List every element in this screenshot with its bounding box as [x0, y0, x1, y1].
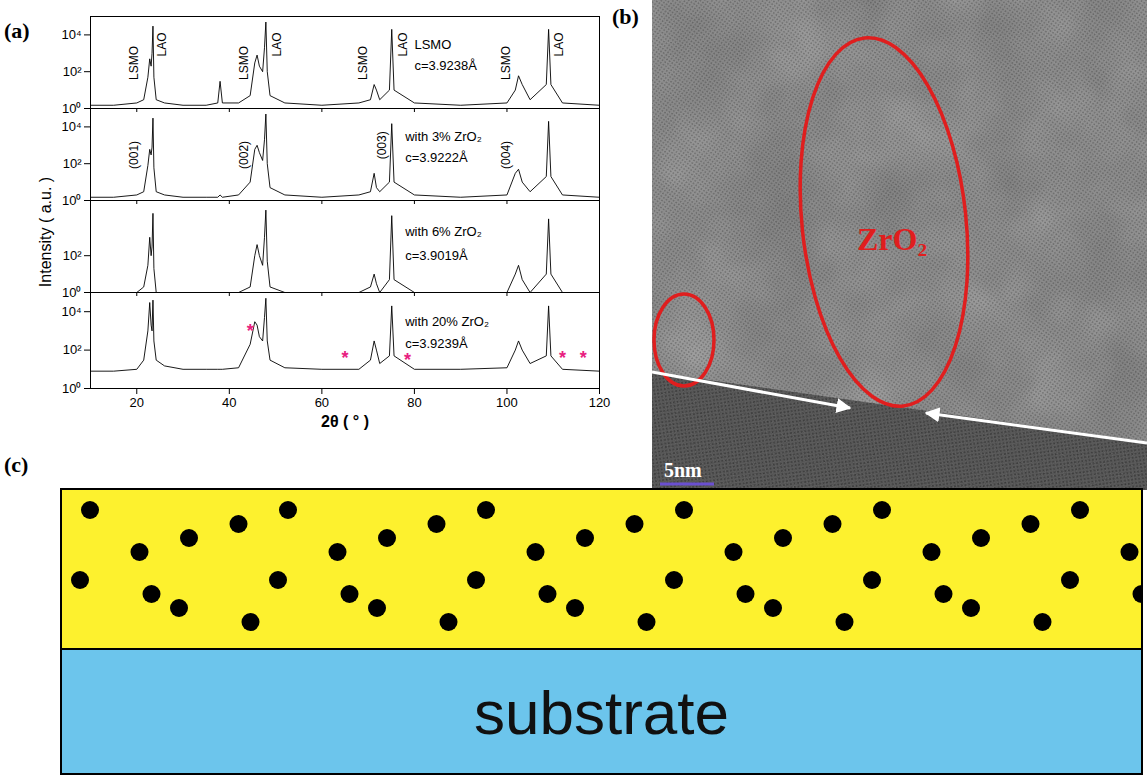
- svg-text:10²: 10²: [63, 248, 82, 263]
- svg-text:LSMO: LSMO: [499, 46, 513, 80]
- svg-text:LSMO: LSMO: [414, 37, 451, 52]
- svg-text:10²: 10²: [63, 156, 82, 171]
- svg-text:2θ ( ° ): 2θ ( ° ): [321, 413, 369, 430]
- svg-text:*: *: [247, 321, 254, 341]
- html-text:Intensity ( a.u. ): Intensity ( a.u. ): [37, 176, 54, 288]
- svg-text:10⁰: 10⁰: [62, 101, 81, 116]
- html-text:(a): (a): [4, 18, 30, 43]
- svg-text:20: 20: [130, 395, 144, 410]
- svg-text:10⁰: 10⁰: [62, 381, 81, 396]
- svg-text:ZrO₂: ZrO₂: [857, 221, 927, 257]
- svg-text:(004): (004): [499, 141, 513, 169]
- svg-text:*: *: [404, 350, 411, 370]
- html-text:(b): (b): [612, 4, 639, 29]
- svg-text:LAO: LAO: [552, 33, 566, 57]
- svg-text:*: *: [580, 348, 587, 368]
- svg-text:10⁴: 10⁴: [61, 304, 81, 319]
- svg-text:80: 80: [407, 395, 421, 410]
- svg-text:c=3.9238Å: c=3.9238Å: [414, 58, 477, 73]
- svg-text:60: 60: [315, 395, 329, 410]
- svg-text:(002): (002): [237, 141, 251, 169]
- svg-text:10⁰: 10⁰: [62, 285, 81, 300]
- svg-text:with 3% ZrO₂: with 3% ZrO₂: [404, 129, 482, 144]
- svg-text:c=3.9239Å: c=3.9239Å: [405, 336, 468, 351]
- svg-text:LSMO: LSMO: [356, 46, 370, 80]
- html-text:(c): (c): [4, 452, 29, 477]
- svg-text:10²: 10²: [63, 64, 82, 79]
- svg-text:LAO: LAO: [396, 33, 410, 57]
- svg-text:with 20% ZrO₂: with 20% ZrO₂: [404, 314, 489, 329]
- svg-text:10²: 10²: [63, 342, 82, 357]
- svg-text:10⁴: 10⁴: [61, 119, 81, 134]
- svg-text:*: *: [341, 348, 348, 368]
- svg-text:10⁰: 10⁰: [62, 193, 81, 208]
- svg-text:100: 100: [496, 395, 518, 410]
- svg-text:120: 120: [589, 395, 611, 410]
- svg-text:with 6% ZrO₂: with 6% ZrO₂: [404, 224, 482, 239]
- svg-text:LSMO: LSMO: [237, 46, 251, 80]
- svg-text:10⁴: 10⁴: [61, 27, 81, 42]
- svg-text:5nm: 5nm: [664, 459, 702, 481]
- svg-text:LAO: LAO: [155, 33, 169, 57]
- svg-text:c=3.9222Å: c=3.9222Å: [405, 150, 468, 165]
- svg-text:LSMO: LSMO: [127, 46, 141, 80]
- svg-text:(001): (001): [127, 141, 141, 169]
- svg-text:*: *: [559, 348, 566, 368]
- svg-text:LAO: LAO: [270, 33, 284, 57]
- svg-text:substrate: substrate: [474, 678, 729, 747]
- svg-text:(003): (003): [375, 131, 389, 159]
- svg-text:c=3.9019Å: c=3.9019Å: [405, 248, 468, 263]
- svg-text:40: 40: [222, 395, 236, 410]
